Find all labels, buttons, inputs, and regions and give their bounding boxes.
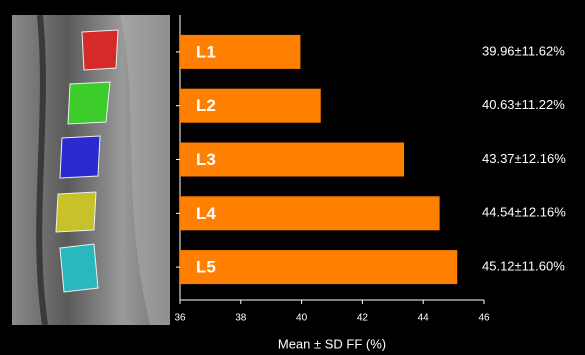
x-tick-label: 40 [296,313,308,324]
bar-label: L5 [196,258,216,277]
bar [180,196,440,230]
value-label: 43.37±12.16% [482,151,566,166]
value-label: 39.96±11.62% [482,43,565,58]
bar-label: L4 [196,204,216,223]
x-tick-label: 42 [357,313,369,324]
x-tick-label: 36 [174,313,186,324]
value-label: 44.54±12.16% [482,205,566,220]
x-tick-label: 38 [235,313,247,324]
x-tick-label: 44 [418,313,430,324]
x-axis-label: Mean ± SD FF (%) [278,336,386,351]
page: Mean ± SD FF (%) 36 38 40 42 44 46 L1 39.96±11.… [0,0,585,355]
bar-label: L2 [196,96,216,115]
bar [180,250,457,284]
mri-image [12,15,170,325]
value-label: 45.12±11.60% [482,259,565,274]
chart: Mean ± SD FF (%) 36 38 40 42 44 46 L1 39.96±11.… [0,0,585,355]
bar-label: L1 [196,42,216,61]
x-tick-label: 46 [478,313,490,324]
bar-label: L3 [196,150,216,169]
value-label: 40.63±11.22% [482,97,565,112]
